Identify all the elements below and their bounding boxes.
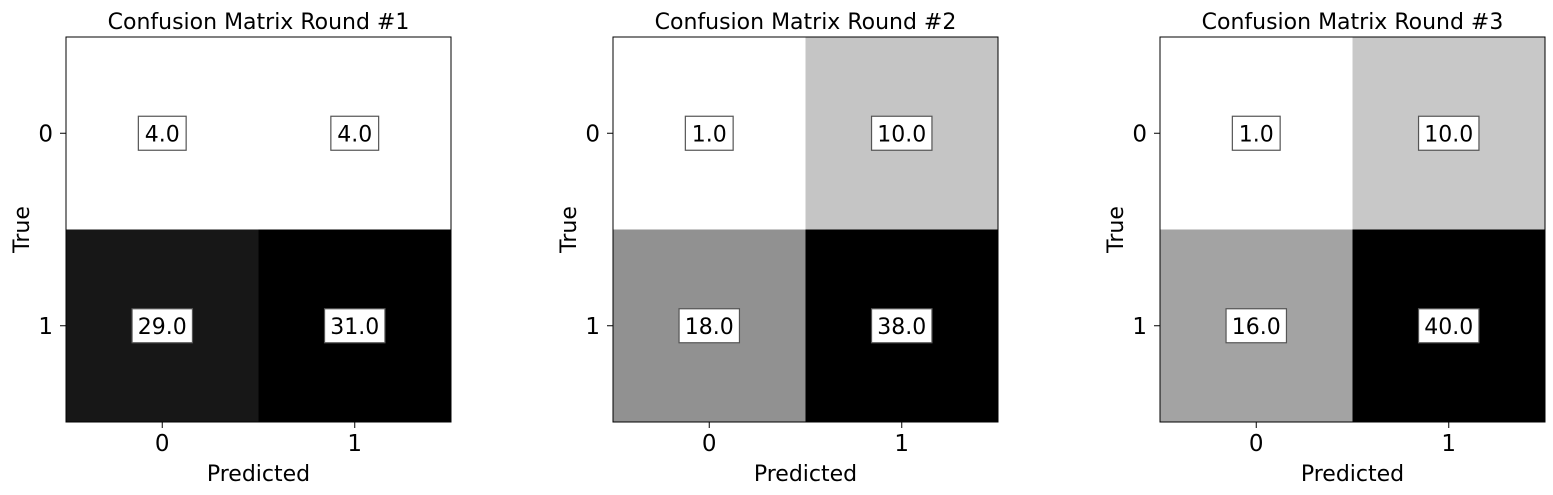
x-tick-label: 1 <box>347 431 362 457</box>
value-label: 16.0 <box>1232 315 1281 340</box>
value-label: 1.0 <box>1239 122 1274 147</box>
matrix-panel-3: 1.0 10.0 16.0 40.0 Confusion Matrix Round #3… <box>1104 10 1546 487</box>
x-tick-label: 0 <box>1249 431 1264 457</box>
x-tick-label: 1 <box>1441 431 1456 457</box>
value-label: 1.0 <box>692 122 727 147</box>
x-tick-label: 0 <box>702 431 717 457</box>
plot-frame <box>612 36 999 423</box>
value-label-box <box>1417 308 1480 344</box>
matrix-panel-2: 1.0 10.0 18.0 38.0 Confusion Matrix Round #2… <box>557 10 999 487</box>
y-axis-label: True <box>1104 206 1129 254</box>
y-axis-label: True <box>557 206 582 254</box>
chart-title: Confusion Matrix Round #3 <box>1202 10 1504 35</box>
value-label: 4.0 <box>337 122 372 147</box>
plot-frame <box>1159 36 1546 423</box>
y-axis-label: True <box>10 206 35 254</box>
value-label-box <box>137 115 187 151</box>
value-label-box <box>1417 115 1480 151</box>
value-label-box <box>323 308 386 344</box>
value-label-box <box>131 308 194 344</box>
value-label-box <box>330 115 380 151</box>
y-tick-label: 1 <box>38 314 53 340</box>
value-label: 40.0 <box>1424 315 1473 340</box>
x-tick-label: 1 <box>894 431 909 457</box>
y-tick-label: 0 <box>585 121 600 147</box>
value-label: 29.0 <box>138 315 187 340</box>
y-tick-label: 1 <box>1132 314 1147 340</box>
value-label-box <box>870 308 933 344</box>
value-label: 18.0 <box>685 315 734 340</box>
y-tick-label: 0 <box>1132 121 1147 147</box>
matrix-panel-1: 4.0 4.0 29.0 31.0 Confusion Matrix Round #1 0… <box>10 10 452 487</box>
value-label: 4.0 <box>145 122 180 147</box>
y-tick-label: 0 <box>38 121 53 147</box>
x-axis-label: Predicted <box>207 462 310 487</box>
chart-title: Confusion Matrix Round #2 <box>655 10 957 35</box>
y-tick-label: 1 <box>585 314 600 340</box>
value-label-box <box>1231 115 1281 151</box>
x-tick-label: 0 <box>155 431 170 457</box>
value-label-box <box>684 115 734 151</box>
value-label-box <box>678 308 741 344</box>
value-label: 31.0 <box>330 315 379 340</box>
x-axis-label: Predicted <box>754 462 857 487</box>
plot-frame <box>65 36 452 423</box>
value-label: 10.0 <box>1424 122 1473 147</box>
chart-title: Confusion Matrix Round #1 <box>108 10 410 35</box>
value-label-box <box>1225 308 1288 344</box>
value-label: 38.0 <box>877 315 926 340</box>
x-axis-label: Predicted <box>1301 462 1404 487</box>
value-label-box <box>870 115 933 151</box>
value-label: 10.0 <box>877 122 926 147</box>
